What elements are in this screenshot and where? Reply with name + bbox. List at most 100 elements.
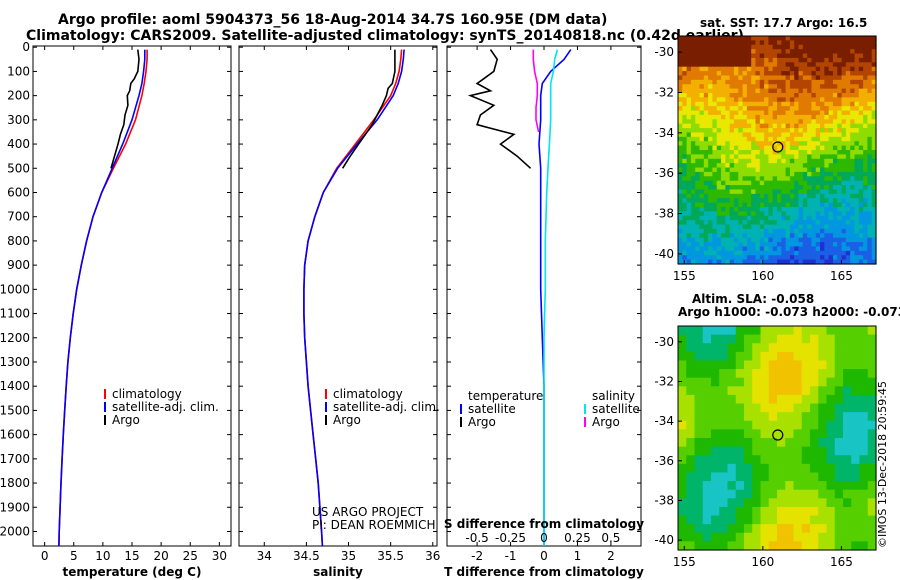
map-cell — [708, 128, 714, 134]
map-cell — [777, 369, 786, 379]
map-cell — [845, 93, 851, 98]
map-cell — [738, 237, 744, 243]
map-cell — [742, 132, 748, 138]
map-cell — [815, 189, 821, 195]
map-cell — [751, 114, 757, 120]
map-cell — [798, 141, 804, 147]
map-cell — [854, 57, 860, 63]
map-cell — [764, 53, 769, 59]
map-cell — [798, 167, 804, 173]
map-cell — [686, 53, 692, 59]
map-cell — [729, 40, 735, 46]
map-cell — [735, 489, 745, 499]
map-cell — [867, 180, 873, 186]
map-cell — [733, 163, 739, 169]
map-cell — [764, 75, 769, 81]
map-cell — [841, 163, 847, 169]
map-cell — [699, 185, 705, 191]
map-cell — [719, 343, 729, 353]
map-cell — [703, 119, 709, 125]
map-cell — [682, 57, 688, 63]
map-cell — [798, 57, 804, 63]
map-cell — [845, 154, 851, 160]
map-cell — [781, 163, 787, 169]
map-cell — [832, 202, 838, 208]
map-cell — [854, 202, 860, 208]
map-cell — [801, 524, 811, 534]
map-cell — [764, 189, 769, 195]
map-cell — [764, 93, 769, 98]
map-cell — [738, 62, 744, 68]
project-label: US ARGO PROJECT — [312, 505, 424, 519]
map-cell — [832, 255, 838, 261]
map-cell — [811, 185, 817, 191]
map-cell — [716, 193, 722, 199]
map-cell — [785, 44, 791, 50]
map-cell — [712, 189, 718, 195]
map-cell — [794, 202, 800, 208]
map-cell — [834, 524, 844, 534]
map-cell — [686, 84, 692, 90]
map-cell — [751, 136, 757, 142]
map-cell — [759, 75, 765, 81]
map-cell — [712, 93, 718, 98]
map-cell — [781, 215, 787, 221]
map-cell — [744, 532, 753, 542]
map-cell — [768, 145, 774, 151]
map-cell — [746, 176, 752, 182]
map-cell — [702, 412, 712, 422]
map-cell — [828, 101, 834, 107]
map-cell — [755, 114, 761, 120]
map-cell — [854, 176, 860, 182]
y-tick-label: 100 — [7, 64, 30, 78]
map-cell — [789, 128, 795, 134]
map-cell — [824, 66, 830, 72]
map-cell — [755, 228, 761, 234]
map-cell — [837, 185, 843, 191]
map-cell — [794, 180, 800, 186]
map-cell — [815, 141, 821, 147]
map-cell — [746, 114, 752, 120]
map-cell — [678, 57, 683, 63]
map-cell — [721, 224, 726, 230]
map-cell — [802, 44, 808, 50]
map-cell — [841, 255, 847, 261]
map-cell — [785, 198, 791, 204]
map-cell — [751, 150, 757, 155]
map-cell — [759, 36, 765, 41]
map-cell — [828, 189, 834, 195]
map-cell — [694, 489, 704, 499]
map-cell — [841, 202, 847, 208]
map-cell — [793, 498, 803, 508]
map-cell — [820, 215, 825, 221]
map-cell — [742, 171, 748, 177]
map-cell — [871, 128, 877, 134]
map-cell — [690, 145, 696, 151]
map-cell — [863, 250, 868, 256]
map-cell — [824, 202, 830, 208]
map-cell — [777, 53, 782, 59]
map-cell — [703, 193, 709, 199]
map-cell — [785, 36, 791, 41]
map-cell — [752, 472, 762, 482]
map-cell — [742, 233, 748, 239]
map-cell — [781, 242, 787, 248]
map-cell — [793, 360, 803, 370]
map-cell — [764, 88, 769, 94]
map-cell — [768, 176, 774, 182]
map-cell — [841, 123, 847, 129]
map-cell — [738, 106, 744, 112]
map-cell — [867, 163, 873, 169]
map-cell — [781, 97, 787, 103]
map-cell — [785, 403, 795, 413]
map-cell — [777, 136, 782, 142]
map-cell — [841, 193, 847, 199]
map-cell — [801, 446, 811, 456]
map-cell — [746, 163, 752, 169]
map-cell — [871, 259, 877, 265]
map-cell — [742, 123, 748, 129]
map-cell — [828, 180, 834, 186]
map-cell — [755, 136, 761, 142]
map-cell — [729, 36, 735, 41]
map-cell — [777, 246, 782, 252]
